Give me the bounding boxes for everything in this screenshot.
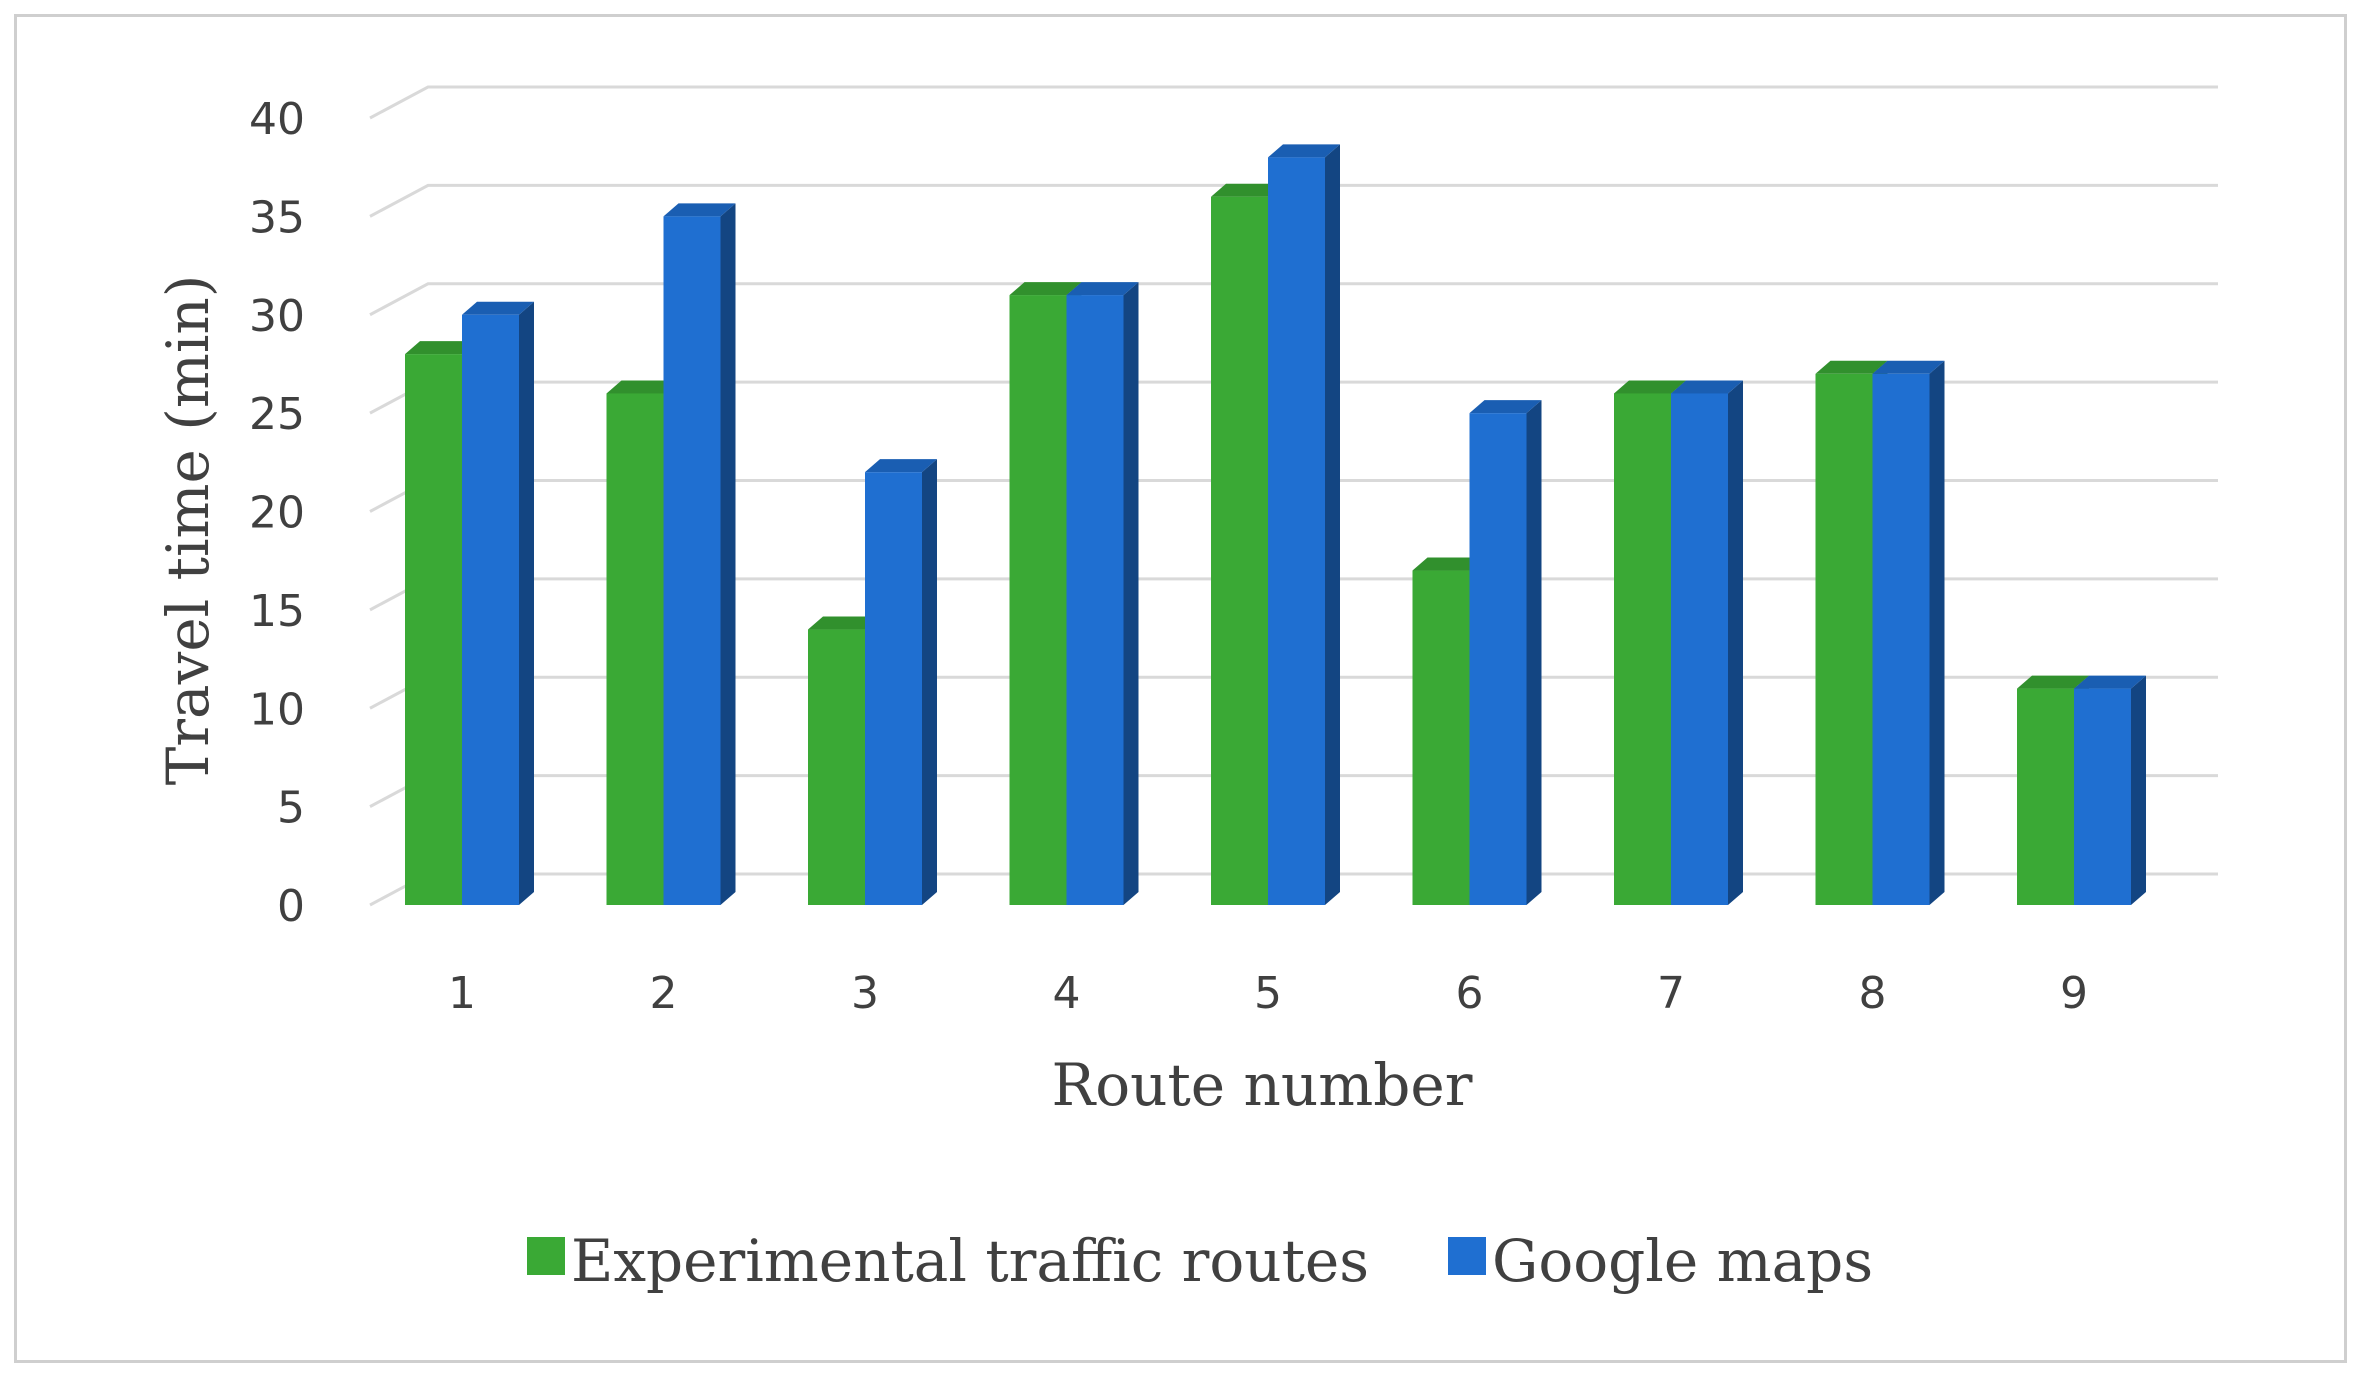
- x-tick-label: 5: [1254, 968, 1282, 1019]
- bar-top: [1815, 360, 1888, 374]
- bar: [1066, 282, 1139, 905]
- bar-front: [2017, 688, 2074, 905]
- y-tick-label: 25: [249, 389, 305, 440]
- bar-top: [1614, 380, 1686, 394]
- bar-top: [1211, 183, 1283, 197]
- x-tick-label: 4: [1053, 968, 1081, 1019]
- bar-front: [462, 314, 519, 905]
- bar-front: [2074, 688, 2131, 905]
- bar-front: [1009, 295, 1067, 905]
- bar-top: [2017, 675, 2089, 689]
- x-tick-label: 3: [851, 968, 879, 1019]
- bar: [1268, 144, 1340, 906]
- y-tick-label: 30: [249, 291, 305, 342]
- bar-side: [1929, 360, 1945, 905]
- y-tick-label: 0: [277, 881, 305, 932]
- bar: [1671, 380, 1743, 905]
- gridline: [369, 85, 2218, 120]
- y-tick-label: 15: [249, 586, 305, 637]
- bar: [1469, 400, 1542, 905]
- bar-front: [663, 216, 721, 905]
- x-axis-title: Route number: [1052, 1051, 1473, 1119]
- x-tick-label: 1: [448, 968, 476, 1019]
- x-tick-label: 7: [1657, 968, 1685, 1019]
- y-tick-label: 40: [249, 94, 305, 145]
- bar-side: [1325, 144, 1340, 906]
- bar-side: [720, 203, 736, 905]
- bar-top: [462, 301, 534, 315]
- bar-top: [405, 341, 477, 355]
- bar-front: [1211, 196, 1268, 905]
- bar: [865, 459, 937, 905]
- y-axis-title: Travel time (min): [154, 275, 222, 786]
- x-tick-labels: 1 2 3 4 5 6 7 8 9: [448, 968, 2088, 1019]
- bar-top: [1412, 557, 1485, 571]
- legend-label-google: Google maps: [1492, 1227, 1873, 1295]
- bar-top: [1872, 360, 1945, 374]
- bar-side: [1526, 400, 1542, 905]
- y-tick-label: 5: [277, 783, 305, 834]
- bar-side: [1728, 380, 1743, 905]
- bar-front: [1872, 373, 1930, 905]
- gridline: [369, 282, 2218, 317]
- bar-side: [519, 301, 534, 905]
- bar: [2074, 675, 2146, 905]
- bar-front: [1268, 157, 1325, 906]
- bar-front: [1066, 295, 1124, 905]
- y-tick-label: 20: [249, 488, 305, 539]
- x-tick-label: 9: [2060, 968, 2088, 1019]
- bar-top: [606, 380, 679, 394]
- bar-top: [865, 459, 937, 473]
- bar-front: [1815, 373, 1873, 905]
- bar-front: [1412, 570, 1470, 905]
- legend: Experimental traffic routes Google maps: [527, 1227, 1873, 1295]
- bars: [405, 144, 2146, 906]
- y-tick-label: 10: [249, 684, 305, 735]
- bar: [1872, 360, 1945, 905]
- bar: [462, 301, 534, 905]
- bar-top: [2074, 675, 2146, 689]
- bar-front: [606, 393, 664, 905]
- bar-side: [1123, 282, 1139, 905]
- bar-front: [865, 472, 922, 905]
- bar-top: [1268, 144, 1340, 158]
- bar-front: [1671, 393, 1728, 905]
- bar-side: [2131, 675, 2146, 905]
- x-tick-label: 2: [650, 968, 678, 1019]
- bar-top: [1671, 380, 1743, 394]
- bar-front: [1614, 393, 1671, 905]
- x-tick-label: 6: [1456, 968, 1484, 1019]
- legend-label-experimental: Experimental traffic routes: [571, 1227, 1369, 1295]
- bar: [663, 203, 736, 905]
- chart-frame: [14, 14, 2347, 1363]
- bar-front: [405, 354, 462, 906]
- y-tick-labels: 0 5 10 15 20 25 30 35 40: [249, 94, 305, 932]
- legend-swatch-experimental: [527, 1237, 565, 1275]
- bar-front: [1469, 413, 1527, 905]
- bar-side: [922, 459, 937, 905]
- bar-top: [1469, 400, 1542, 414]
- bar-top: [1009, 282, 1082, 296]
- bar-top: [808, 616, 880, 630]
- bar-top: [1066, 282, 1139, 296]
- bar-front: [808, 629, 865, 905]
- x-tick-label: 8: [1859, 968, 1887, 1019]
- y-tick-label: 35: [249, 192, 305, 243]
- gridline: [369, 183, 2218, 218]
- bar-top: [663, 203, 736, 217]
- legend-swatch-google: [1448, 1237, 1486, 1275]
